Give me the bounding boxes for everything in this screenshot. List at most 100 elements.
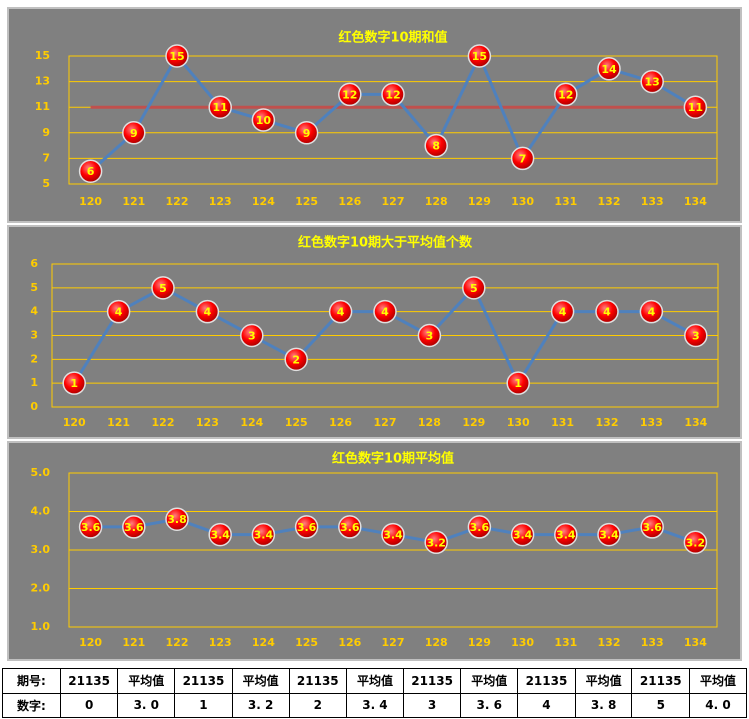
x-tick-label: 125 — [295, 195, 318, 208]
x-tick-label: 127 — [382, 195, 405, 208]
marker — [510, 522, 535, 547]
table-cell: 3. 2 — [231, 692, 290, 718]
data-label: 3.2 — [686, 536, 706, 549]
marker — [683, 95, 708, 119]
x-tick-label: 124 — [240, 416, 263, 429]
table-cell: 2 — [288, 692, 348, 718]
data-label: 15 — [472, 50, 487, 63]
y-tick-label: 3.0 — [31, 543, 51, 556]
x-tick-label: 123 — [209, 636, 232, 649]
x-tick-label: 123 — [209, 195, 232, 208]
data-label: 4 — [381, 306, 389, 319]
marker — [62, 371, 86, 395]
data-label: 3.4 — [599, 529, 619, 542]
marker — [424, 133, 448, 158]
table-cell: 3. 8 — [574, 692, 633, 718]
marker — [554, 82, 578, 107]
marker — [595, 299, 619, 324]
data-label: 3.6 — [297, 521, 317, 534]
x-tick-label: 125 — [285, 416, 308, 429]
marker — [240, 323, 264, 348]
x-tick-label: 133 — [641, 195, 664, 208]
row-header: 期号: — [2, 668, 61, 694]
marker — [550, 299, 575, 324]
table-row: 数字: 0 3. 0 1 3. 2 2 3. 4 3 3. 6 4 3. 8 5 4. 0 — [2, 692, 747, 718]
table-cell: 3 — [402, 692, 462, 718]
x-tick-label: 128 — [425, 636, 448, 649]
marker — [462, 276, 486, 300]
y-tick-label: 4 — [30, 305, 38, 318]
chart-title: 红色数字10期平均值 — [332, 451, 454, 467]
data-label: 3.6 — [124, 521, 144, 534]
data-label: 9 — [130, 127, 138, 140]
x-tick-label: 130 — [511, 636, 534, 649]
marker — [338, 82, 362, 107]
x-tick-label: 121 — [122, 636, 145, 649]
marker — [467, 515, 492, 539]
data-label: 4 — [337, 306, 345, 319]
table-row: 期号: 21135 平均值 21135 平均值 21135 平均值 21135 平均值 21135… — [2, 668, 747, 694]
marker — [195, 299, 220, 324]
table-cell: 21135 — [517, 668, 576, 694]
data-label: 3.6 — [642, 521, 662, 534]
x-tick-label: 121 — [107, 416, 130, 429]
marker — [208, 522, 232, 547]
y-tick-label: 11 — [35, 100, 50, 113]
marker — [597, 57, 621, 81]
table-cell: 21135 — [631, 668, 691, 694]
table-cell: 4. 0 — [689, 692, 747, 718]
data-label: 4 — [603, 306, 611, 319]
table-cell: 21135 — [59, 668, 119, 694]
x-tick-label: 131 — [554, 636, 577, 649]
data-label: 11 — [213, 101, 228, 114]
x-tick-label: 128 — [418, 416, 441, 429]
marker — [78, 515, 103, 539]
chart-title: 红色数字10期大于平均值个数 — [298, 235, 473, 251]
marker — [381, 522, 405, 547]
x-tick-label: 129 — [468, 195, 491, 208]
x-tick-label: 126 — [338, 195, 361, 208]
table-cell: 21135 — [288, 668, 348, 694]
y-tick-label: 1 — [30, 376, 38, 389]
data-label: 11 — [688, 101, 703, 114]
table-cell: 平均值 — [117, 668, 176, 694]
data-label: 5 — [470, 282, 478, 295]
marker — [554, 522, 578, 547]
y-tick-label: 2 — [30, 352, 38, 365]
table-cell: 21135 — [174, 668, 233, 694]
x-tick-label: 122 — [166, 636, 189, 649]
y-tick-label: 1.0 — [31, 620, 51, 633]
marker — [684, 323, 708, 348]
marker — [640, 515, 664, 539]
y-tick-label: 5 — [42, 177, 50, 190]
marker — [506, 371, 530, 395]
data-label: 3 — [248, 330, 256, 343]
table-cell: 3. 6 — [460, 692, 519, 718]
x-tick-label: 132 — [598, 636, 621, 649]
marker — [417, 323, 442, 348]
data-label: 3 — [692, 330, 700, 343]
marker — [78, 159, 103, 183]
marker — [338, 515, 362, 539]
data-table: 期号: 21135 平均值 21135 平均值 21135 平均值 21135 平均值 21135… — [2, 668, 747, 718]
marker — [294, 515, 319, 539]
data-label: 9 — [303, 127, 311, 140]
row-header: 数字: — [2, 692, 61, 718]
data-label: 3.4 — [210, 529, 230, 542]
x-tick-label: 130 — [511, 195, 534, 208]
marker — [165, 44, 189, 68]
data-label: 3.4 — [383, 529, 403, 542]
marker — [683, 530, 708, 555]
y-tick-label: 7 — [42, 151, 50, 164]
table-cell: 平均值 — [689, 668, 747, 694]
marker — [328, 299, 353, 324]
data-label: 3.6 — [340, 521, 360, 534]
x-tick-label: 133 — [640, 416, 663, 429]
marker — [251, 108, 276, 132]
marker — [284, 347, 308, 372]
x-tick-label: 134 — [684, 636, 707, 649]
x-tick-label: 133 — [641, 636, 664, 649]
table-cell: 3. 0 — [117, 692, 176, 718]
